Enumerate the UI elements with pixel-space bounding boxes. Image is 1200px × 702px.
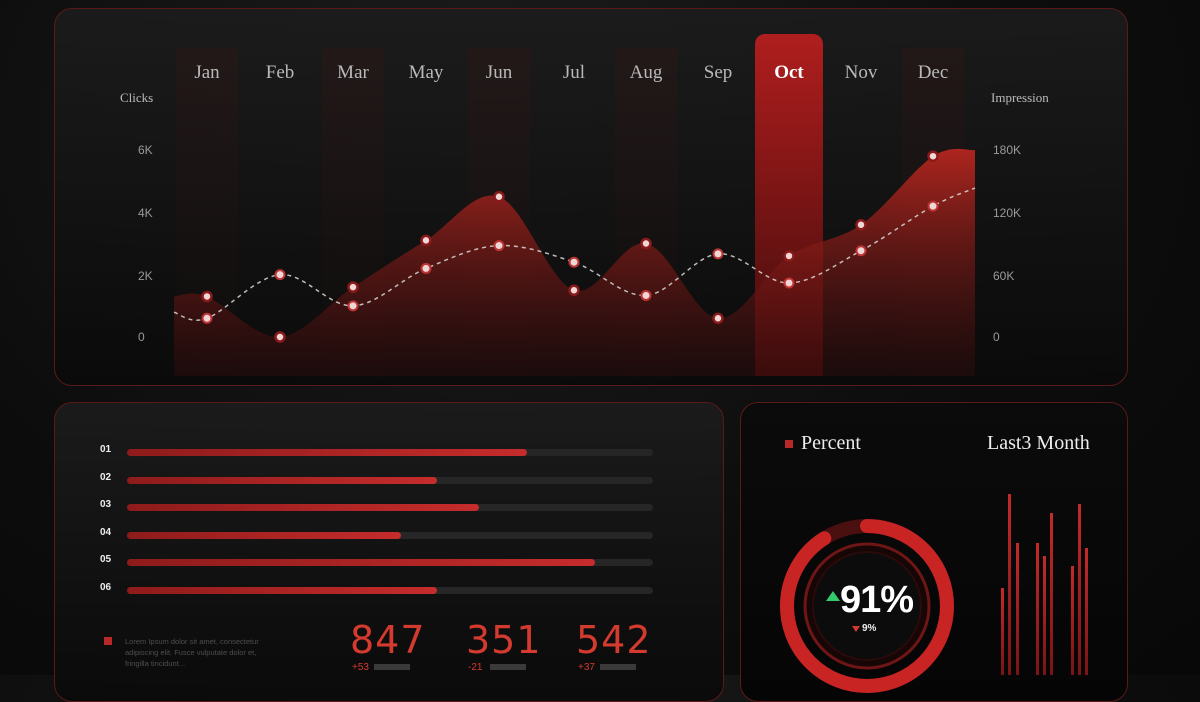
month-bar: [1071, 566, 1074, 675]
month-bar: [1036, 543, 1039, 675]
progress-track: [127, 559, 653, 566]
percent-legend-icon: [785, 440, 793, 448]
month-tab-oct[interactable]: Oct: [774, 62, 804, 83]
progress-fill: [127, 449, 527, 456]
left-tick-label: 0: [138, 330, 145, 344]
clicks-area: [174, 148, 975, 376]
clicks-point: [274, 331, 286, 343]
stat-value: 542: [576, 618, 652, 662]
impression-point: [493, 240, 505, 252]
impression-point: [347, 300, 359, 312]
clicks-point: [640, 237, 652, 250]
month-tab-jan[interactable]: Jan: [194, 62, 220, 83]
month-bar: [1016, 543, 1019, 675]
stat-delta: -21: [468, 662, 483, 673]
gauge-percent-value: 91%: [840, 579, 914, 621]
progress-track: [127, 449, 653, 456]
month-tab-mar[interactable]: Mar: [337, 62, 369, 83]
gauge-percent-small: 9%: [862, 623, 877, 634]
impression-point: [274, 269, 286, 281]
progress-track: [127, 586, 653, 594]
progress-fill: [127, 531, 401, 539]
clicks-point: [420, 234, 432, 247]
right-tick-label: 180K: [993, 143, 1022, 157]
stat-value: 847: [350, 618, 426, 662]
description-text: Lorem Ipsum dolor sit amet, consectetur …: [125, 637, 259, 668]
area-line-chart: [173, 148, 976, 376]
stat-delta: +37: [578, 662, 595, 673]
month-tab-sep[interactable]: Sep: [703, 62, 733, 83]
month-tab-jul[interactable]: Jul: [562, 62, 586, 83]
month-tab-feb[interactable]: Feb: [265, 62, 295, 83]
progress-row: 04: [100, 526, 655, 541]
legend-square-icon: [104, 637, 112, 645]
clicks-point: [201, 290, 213, 303]
impression-point: [420, 262, 432, 274]
progress-row-number: 06: [100, 581, 112, 593]
clicks-point: [927, 150, 939, 162]
progress-fill: [127, 586, 438, 594]
impression-point: [783, 277, 795, 289]
month-bar: [1008, 494, 1011, 675]
month-tab-nov[interactable]: Nov: [844, 62, 878, 83]
clicks-point: [783, 250, 795, 262]
month-bar: [1085, 548, 1088, 675]
impression-point: [712, 248, 724, 260]
progress-row-number: 04: [100, 526, 112, 538]
stat-underline: [374, 664, 410, 670]
progress-row: 01: [100, 444, 655, 458]
clicks-point: [712, 312, 724, 325]
month-tab-aug[interactable]: Aug: [629, 62, 663, 83]
stat-underline: [490, 664, 526, 670]
impression-point: [640, 289, 652, 301]
right-axis-label: Impression: [991, 90, 1049, 105]
month-bar: [1078, 504, 1081, 675]
trend-up-icon: [826, 591, 840, 601]
clicks-point: [493, 191, 505, 203]
month-bar: [1001, 588, 1004, 675]
progress-fill: [127, 559, 596, 566]
progress-row: 05: [100, 554, 655, 568]
progress-row-number: 02: [100, 471, 112, 483]
progress-row-number: 01: [100, 444, 112, 455]
trend-down-icon: [852, 626, 860, 632]
right-tick-label: 120K: [993, 206, 1022, 220]
left-tick-label: 4K: [138, 206, 153, 220]
month-tab-jun[interactable]: Jun: [485, 62, 513, 83]
month-tab-may[interactable]: May: [408, 62, 444, 83]
left-tick-label: 6K: [138, 143, 153, 157]
month-tab-dec[interactable]: Dec: [917, 62, 949, 83]
left-tick-label: 2K: [138, 269, 153, 283]
progress-row: 02: [100, 471, 655, 486]
impression-point: [201, 312, 213, 324]
impression-point: [927, 200, 939, 212]
clicks-point: [347, 281, 359, 293]
impression-point: [568, 256, 580, 268]
progress-track: [127, 504, 653, 511]
progress-fill: [127, 476, 438, 484]
right-tick-label: 0: [993, 330, 1000, 344]
progress-track: [127, 476, 653, 484]
month-bar: [1043, 556, 1046, 675]
progress-row: 03: [100, 499, 655, 513]
stat-underline: [600, 664, 636, 670]
stat-delta: +53: [352, 662, 369, 673]
percent-gauge: [780, 519, 954, 693]
month-bar: [1050, 513, 1053, 675]
progress-row-number: 05: [100, 554, 112, 565]
percent-legend-label: Percent: [801, 432, 861, 454]
progress-row-number: 03: [100, 499, 112, 510]
stat-value: 351: [466, 618, 542, 662]
progress-fill: [127, 504, 480, 511]
last3-month-title: Last3 Month: [987, 432, 1090, 454]
progress-row: 06: [100, 581, 655, 596]
left-axis-label: Clicks: [120, 90, 154, 105]
clicks-point: [855, 219, 867, 231]
clicks-point: [568, 284, 580, 296]
right-tick-label: 60K: [993, 269, 1015, 283]
impression-point: [855, 245, 867, 257]
progress-track: [127, 531, 653, 539]
